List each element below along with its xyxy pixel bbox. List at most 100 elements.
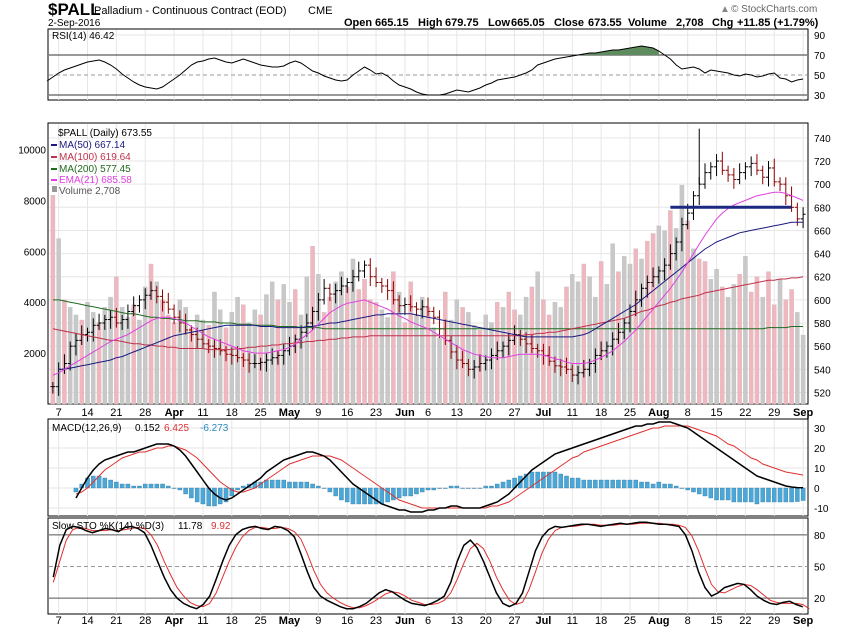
volume-bar (720, 286, 725, 405)
macd-histogram-bar (720, 487, 725, 501)
price-tick-label: 700 (814, 180, 831, 191)
price-tick-label: 520 (814, 388, 831, 399)
ma100-line (52, 276, 804, 351)
volume-bar (350, 258, 356, 405)
macd-histogram-bar (529, 471, 535, 489)
macd-histogram-bar (379, 487, 385, 505)
rsi-tick-label: 90 (814, 31, 826, 42)
volume-bar (766, 271, 771, 405)
x-tick-label: 18 (226, 407, 238, 419)
volume-bar (731, 284, 737, 405)
price-tick-label: 660 (814, 226, 831, 237)
macd-histogram-bar (171, 487, 177, 489)
volume-bar (396, 291, 402, 405)
macd-histogram-bar (673, 485, 679, 489)
macd-histogram-bar (396, 487, 402, 499)
volume-bar (125, 317, 131, 405)
exchange-label: CME (308, 5, 332, 17)
macd-tick-label: -10 (814, 504, 829, 515)
volume-bar (437, 337, 442, 405)
macd-histogram-bar (564, 475, 569, 489)
volume-bar (564, 286, 569, 405)
volume-bar (356, 289, 361, 405)
macd-histogram-bar (350, 487, 356, 505)
volume-bar (443, 291, 448, 405)
macd-histogram-bar (391, 487, 396, 501)
price-tick-label: 580 (814, 319, 831, 330)
sto-plot (49, 521, 810, 610)
x-tick-label: 29 (768, 615, 780, 627)
watermark: © StockCharts.com (731, 4, 817, 15)
rsi-overbought-fill (583, 46, 659, 55)
sto-k-line (52, 521, 803, 610)
x-tick-label: 11 (567, 407, 578, 419)
macd-histogram-bar (287, 481, 292, 489)
macd-histogram-bar (321, 487, 327, 489)
sto-d-legend: 9.92 (211, 521, 231, 532)
price-tick-label: 720 (814, 157, 831, 168)
ema21-legend: EMA(21) 685.58 (59, 175, 132, 186)
x-tick-label: 25 (624, 407, 636, 419)
macd-hist-legend: -6.273 (200, 423, 229, 434)
ma100-legend: MA(100) 619.64 (59, 152, 131, 163)
volume-bar (748, 291, 754, 405)
volume-bar (218, 309, 223, 405)
x-tick-label: 16 (341, 407, 353, 419)
x-tick-label: 14 (81, 615, 93, 627)
volume-bar (800, 334, 806, 405)
macd-histogram-bar (448, 485, 454, 489)
macd-histogram-bar (633, 479, 638, 489)
macd-histogram-bar (552, 471, 558, 489)
rsi-legend: RSI(14) 46.42 (52, 31, 115, 42)
macd-histogram-bar (183, 487, 188, 495)
x-tick-label: 25 (624, 615, 636, 627)
macd-histogram-bar (189, 487, 194, 499)
macd-histogram-bar (725, 487, 731, 501)
volume-bar (137, 319, 142, 405)
rsi-plot (46, 45, 807, 96)
macd-histogram-bar (483, 485, 488, 489)
sto-d-line (52, 522, 810, 610)
x-tick-label: 7 (56, 615, 62, 627)
macd-histogram-bar (760, 487, 765, 503)
macd-histogram-bar (748, 487, 754, 503)
volume-bar (656, 225, 662, 405)
x-tick-label: 15 (710, 407, 722, 419)
x-tick-label: 21 (110, 615, 122, 627)
macd-plot (73, 421, 806, 513)
macd-signal-legend: 6.425 (164, 423, 189, 434)
open-value: 665.15 (375, 17, 409, 29)
macd-histogram-bar (235, 487, 240, 491)
macd-histogram-bar (489, 485, 494, 489)
chart-date: 2-Sep-2016 (48, 18, 101, 29)
macd-histogram-bar (679, 487, 685, 489)
x-tick-label: Sep (793, 407, 813, 419)
macd-histogram-bar (344, 487, 350, 503)
volume-bar (160, 299, 165, 405)
macd-histogram-bar (604, 479, 610, 489)
ma50-legend: MA(50) 667.14 (59, 140, 126, 151)
close-label: Close (554, 17, 584, 29)
volume-bar (223, 327, 229, 405)
price-tick-label: 640 (814, 250, 831, 261)
x-tick-label: Aug (648, 615, 669, 627)
x-tick-label: 28 (139, 615, 151, 627)
macd-histogram-bar (310, 483, 315, 489)
sto-tick-label: 80 (814, 531, 826, 542)
sto-legend: Slow STO %K(14) %D(3) 11.78 9.92 (52, 521, 231, 532)
sto-tick-label: 20 (814, 594, 826, 605)
volume-bar (91, 312, 96, 405)
volume-bar (391, 271, 396, 405)
volume-bar (73, 314, 79, 405)
macd-histogram-bar (766, 487, 771, 503)
macd-histogram-bar (304, 481, 310, 489)
volume-tick-label: 4000 (24, 298, 47, 309)
macd-histogram-bar (789, 487, 794, 503)
ma200-legend: MA(200) 577.45 (59, 164, 131, 175)
macd-histogram-bar (621, 479, 627, 489)
volume-label: Volume (628, 17, 667, 29)
macd-histogram-bar (142, 483, 148, 489)
macd-tick-label: 10 (814, 464, 826, 475)
macd-legend: MACD(12,26,9) 0.152 6.425 -6.273 (52, 423, 229, 434)
volume-bar (316, 274, 321, 405)
